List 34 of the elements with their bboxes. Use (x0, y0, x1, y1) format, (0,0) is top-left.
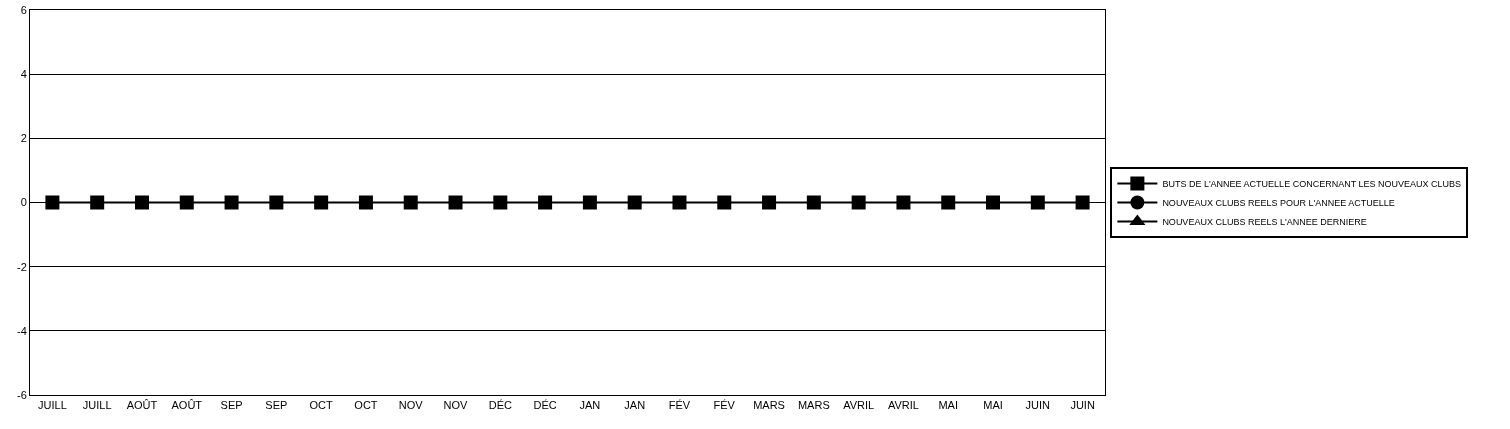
x-tick-label: DÉC (533, 399, 557, 412)
x-tick-label: NOV (398, 399, 424, 412)
y-tick-label: -2 (17, 260, 27, 273)
x-tick-label: JUIN (1070, 399, 1095, 412)
x-tick-label: SEP (220, 399, 243, 412)
x-tick-label: JUILL (82, 399, 112, 412)
x-tick-label: AVRIL (887, 399, 919, 412)
y-tick-label: -6 (17, 388, 27, 401)
x-tick-label: JUIN (1025, 399, 1051, 412)
y-tick-label: -4 (17, 324, 27, 337)
x-tick-label: JAN (624, 399, 646, 412)
y-tick-label: 2 (20, 132, 27, 145)
x-tick-label: NOV (443, 399, 469, 412)
x-tick-label: MAI (983, 399, 1003, 412)
x-tick-label: MAI (938, 399, 959, 412)
y-tick-label: 0 (20, 196, 27, 209)
x-tick-label: MARS (797, 399, 830, 412)
x-tick-label: OCT (354, 399, 378, 412)
x-tick-label: OCT (309, 399, 334, 412)
legend-label: BUTS DE L'ANNEE ACTUELLE CONCERNANT LES NOUVEAUX CLUBS (1162, 179, 1462, 190)
x-tick-label: DÉC (488, 399, 512, 412)
x-tick-label: JAN (579, 399, 601, 412)
x-tick-label: FÉV (668, 399, 691, 412)
x-tick-label: SEP (265, 399, 288, 412)
x-tick-label: AOÛT (171, 399, 203, 412)
legend-label: NOUVEAUX CLUBS REELS POUR L'ANNEE ACTUELLE (1162, 198, 1395, 209)
x-tick-label: MARS (753, 399, 785, 412)
x-tick-label: AVRIL (843, 399, 875, 412)
y-tick-label: 6 (20, 3, 27, 16)
x-tick-label: AOÛT (126, 399, 158, 412)
legend-label: NOUVEAUX CLUBS REELS L'ANNEE DERNIERE (1162, 217, 1367, 228)
x-tick-label: JUILL (38, 399, 67, 412)
y-tick-label: 4 (20, 68, 27, 81)
x-tick-label: FÉV (713, 399, 736, 412)
